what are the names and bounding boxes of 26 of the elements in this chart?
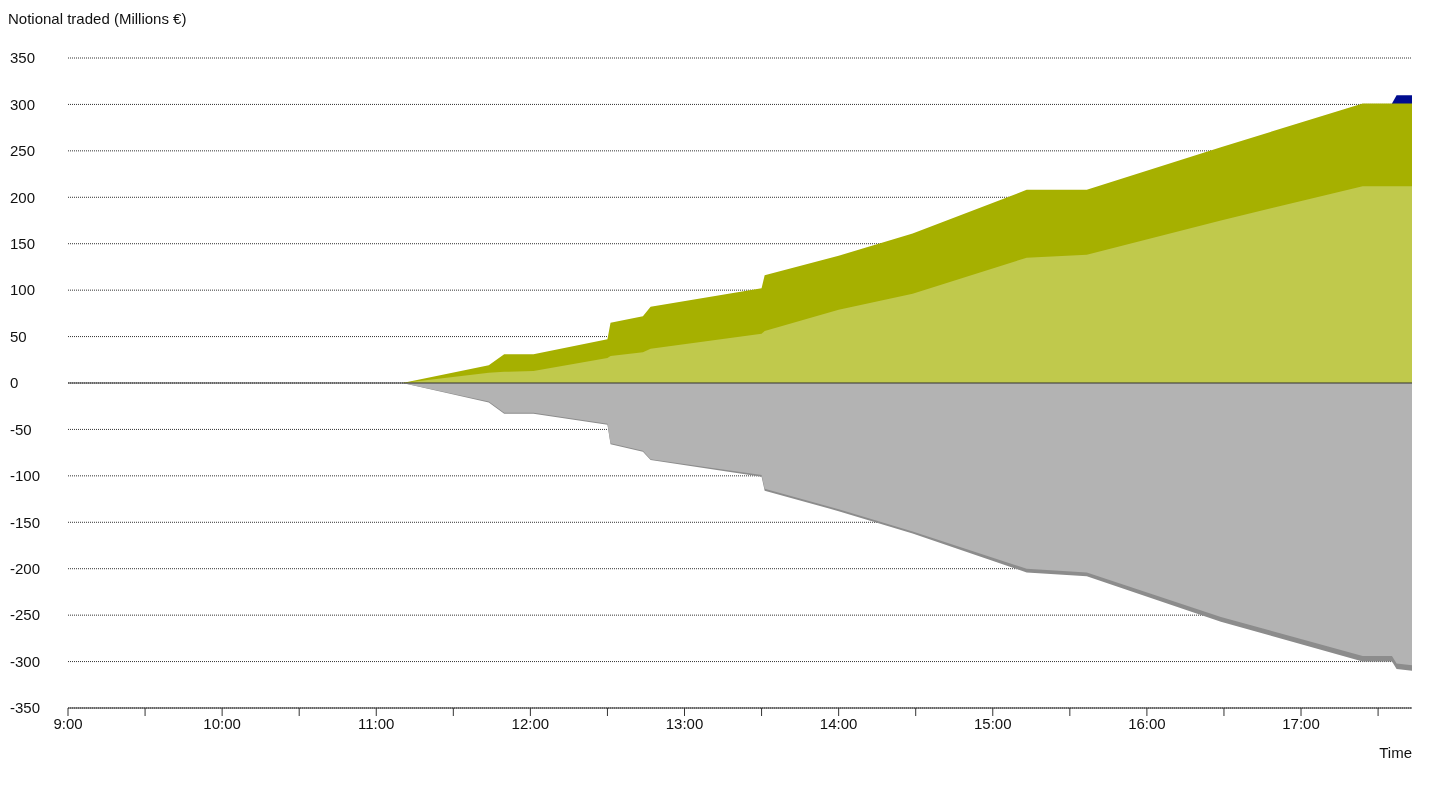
- y-tick-label: 250: [10, 142, 36, 160]
- y-tick-label: 0: [10, 374, 19, 392]
- x-tick-label: 9:00: [53, 714, 83, 732]
- y-tick-label: 50: [10, 327, 27, 345]
- y-tick-label: 100: [10, 281, 36, 299]
- x-tick-label: 15:00: [974, 714, 1012, 732]
- y-tick-label: 300: [10, 95, 36, 113]
- y-tick-label: 200: [10, 188, 36, 206]
- x-axis-title: Time: [1379, 744, 1412, 761]
- y-tick-label: -150: [10, 513, 41, 531]
- x-tick-label: 11:00: [358, 714, 395, 732]
- y-tick-label: 150: [10, 235, 36, 253]
- x-tick-label: 12:00: [511, 714, 550, 732]
- y-tick-label: 350: [10, 49, 36, 67]
- y-tick-label: -300: [10, 652, 41, 670]
- y-tick-label: -50: [10, 420, 32, 438]
- y-tick-label: -200: [10, 560, 41, 578]
- y-tick-label: -100: [10, 467, 41, 485]
- x-tick-label: 14:00: [819, 714, 858, 732]
- x-tick-label: 16:00: [1128, 714, 1166, 732]
- x-tick-label: 10:00: [203, 714, 241, 732]
- x-tick-label: 17:00: [1282, 714, 1320, 732]
- x-tick-label: 13:00: [665, 714, 704, 732]
- y-tick-label: -350: [10, 699, 41, 717]
- y-axis-title: Notional traded (Millions €): [8, 10, 187, 27]
- y-tick-label: -250: [10, 606, 41, 624]
